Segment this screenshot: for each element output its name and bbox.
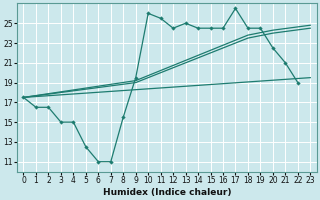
X-axis label: Humidex (Indice chaleur): Humidex (Indice chaleur) — [103, 188, 231, 197]
